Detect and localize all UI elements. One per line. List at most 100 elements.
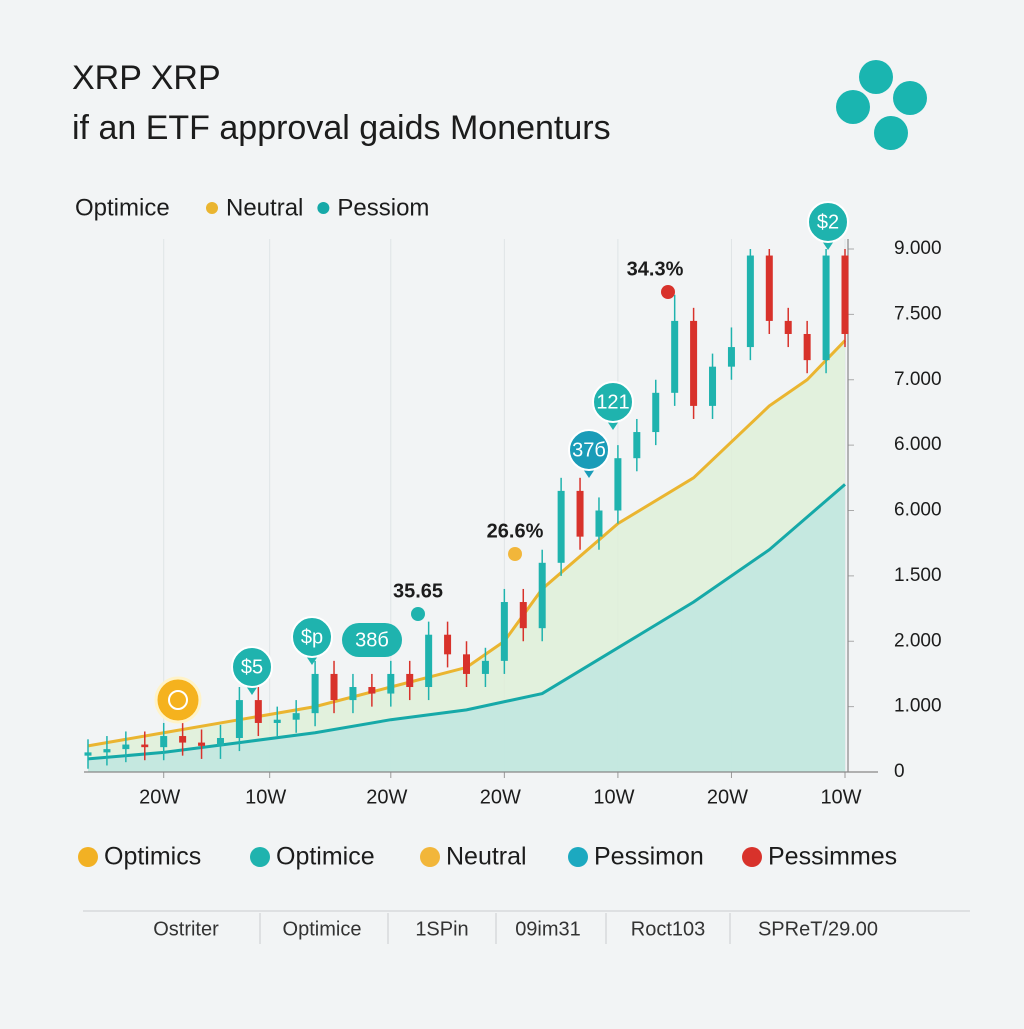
area xyxy=(88,484,845,772)
candle-body xyxy=(349,687,357,701)
candle-body xyxy=(198,742,206,746)
legend-label: Pessimon xyxy=(594,843,704,871)
x-tick-label: 10W xyxy=(593,786,634,808)
candle-body xyxy=(160,736,168,748)
candle-body xyxy=(368,687,376,694)
coin-icon-inner xyxy=(168,690,188,710)
footer-cell: Roct103 xyxy=(631,918,706,940)
candle-body xyxy=(633,432,641,459)
candle-body xyxy=(595,510,603,537)
y-tick-label: 0 xyxy=(894,761,905,782)
footer-cell: 1SPin xyxy=(415,918,468,940)
x-tick-label: 10W xyxy=(245,786,286,808)
annotation-label: $2 xyxy=(817,211,839,233)
annotation-bubble xyxy=(231,646,273,688)
candle-body xyxy=(292,713,300,720)
candle-body xyxy=(216,738,224,746)
legend-label: Pessiom xyxy=(337,194,429,221)
annotation-bubble xyxy=(592,381,634,423)
logo-dot xyxy=(893,81,927,115)
logo-dot xyxy=(874,116,908,150)
legend-dot xyxy=(742,847,762,867)
chart-title: if an ETF approval gaids Monenturs xyxy=(72,109,611,147)
legend-dot xyxy=(78,847,98,867)
candle-body xyxy=(803,333,811,361)
y-tick-label: 9.000 xyxy=(894,238,942,259)
annotation-label: $5 xyxy=(241,656,263,678)
footer-cell: 09im31 xyxy=(515,918,581,940)
annotation-label: 26.6% xyxy=(487,520,544,542)
candle-body xyxy=(727,347,735,367)
candle-body xyxy=(311,673,319,714)
candle-body xyxy=(463,654,470,674)
x-tick-label: 10W xyxy=(820,786,861,808)
y-tick-label: 6.000 xyxy=(894,500,942,521)
annotation-dot xyxy=(411,607,425,621)
y-tick-label: 7.000 xyxy=(894,369,942,390)
candle-body xyxy=(652,392,660,433)
candle-body xyxy=(235,700,243,739)
annotation-bubble xyxy=(568,429,610,471)
y-tick-label: 2.000 xyxy=(894,630,942,651)
chart-title: XRP XRP xyxy=(72,59,221,97)
legend-dot xyxy=(568,847,588,867)
annotation-bubble xyxy=(807,201,849,243)
candle-body xyxy=(557,490,565,563)
annotation-bubble xyxy=(291,616,333,658)
annotation-label: 121 xyxy=(596,391,629,413)
candle-body xyxy=(387,673,395,694)
candle-body xyxy=(330,673,338,701)
legend-dot xyxy=(420,847,440,867)
footer-cell: Ostriter xyxy=(153,918,219,940)
candle-body xyxy=(273,719,281,723)
legend-label: Neutral xyxy=(446,843,527,871)
candle-body xyxy=(103,749,111,753)
x-tick-label: 20W xyxy=(707,786,748,808)
annotation-pill xyxy=(342,623,402,657)
legend-label: Pessimmes xyxy=(768,843,897,871)
candle-body xyxy=(765,255,773,321)
y-tick-label: 1.500 xyxy=(894,565,942,586)
candle-body xyxy=(576,490,584,537)
annotation-label: 34.3% xyxy=(627,258,684,280)
legend-dot xyxy=(317,202,330,214)
candle-body xyxy=(179,736,187,743)
candle-body xyxy=(841,255,849,334)
annotation-label: 35.65 xyxy=(393,580,443,602)
line xyxy=(87,483,846,761)
x-tick-label: 20W xyxy=(366,786,407,808)
legend-label: Optimice xyxy=(276,843,375,871)
candle-body xyxy=(822,255,830,361)
candle-body xyxy=(406,673,414,688)
annotation-label: 38б xyxy=(355,629,389,651)
y-tick-label: 6.000 xyxy=(894,434,942,455)
candle-body xyxy=(84,752,92,756)
candle-body xyxy=(254,700,262,723)
coin-icon xyxy=(154,676,202,724)
candle-body xyxy=(122,744,130,750)
candle-body xyxy=(481,660,489,674)
candle-body xyxy=(500,602,508,661)
candle-body xyxy=(784,320,792,334)
candle-body xyxy=(538,562,546,629)
legend-dot xyxy=(250,847,270,867)
logo-dot xyxy=(836,90,870,124)
candle-body xyxy=(709,366,717,406)
annotation-label: $p xyxy=(301,626,323,648)
footer-cell: SPReT/29.00 xyxy=(758,918,878,940)
annotation-dot xyxy=(508,547,522,561)
candle-body xyxy=(671,320,679,393)
footer-cell: Optimice xyxy=(283,918,362,940)
logo xyxy=(836,60,927,150)
x-tick-label: 20W xyxy=(480,786,521,808)
candle-body xyxy=(519,602,527,629)
legend-label: Neutral xyxy=(226,194,303,221)
annotation-label: 37б xyxy=(572,439,606,461)
candle-body xyxy=(614,458,622,511)
y-tick-label: 7.500 xyxy=(894,303,942,324)
candle-body xyxy=(690,320,698,406)
logo-dot xyxy=(859,60,893,94)
